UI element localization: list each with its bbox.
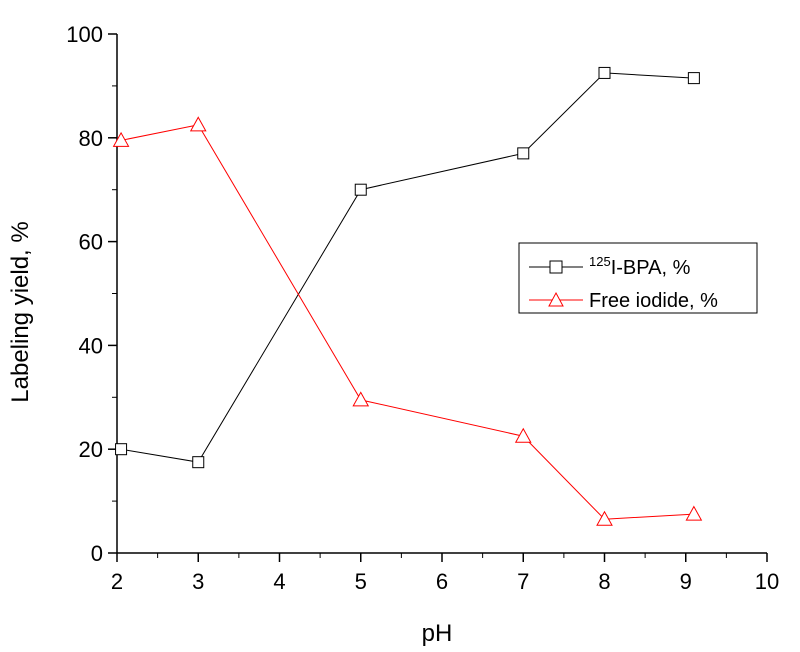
series-1-point (596, 510, 613, 526)
x-tick-label-7: 7 (517, 569, 529, 594)
y-tick-label-40: 40 (79, 333, 103, 358)
legend-label-bpa: 125I-BPA, % (589, 254, 691, 279)
series-0-point (192, 456, 205, 469)
series-1-point (112, 131, 130, 147)
y-tick-label-60: 60 (79, 230, 103, 255)
legend-marker-bpa (549, 260, 563, 274)
legend-label-bpa-rest: I-BPA, % (611, 257, 691, 279)
x-tick-label-6: 6 (436, 569, 448, 594)
legend-label-bpa-sup: 125 (589, 254, 611, 269)
legend: 125I-BPA, % Free iodide, % (518, 242, 758, 314)
x-tick-label-2: 2 (111, 569, 123, 594)
series-0-line (120, 72, 694, 463)
series-1-point (514, 427, 532, 443)
y-tick-label-80: 80 (79, 126, 103, 151)
x-tick-label-3: 3 (192, 569, 204, 594)
x-tick-label-5: 5 (355, 569, 367, 594)
series-1-point (685, 505, 703, 521)
y-axis-title: Labeling yield, % (7, 221, 34, 402)
series-layer (112, 66, 703, 526)
series-0-point (517, 147, 530, 160)
x-tick-label-4: 4 (273, 569, 285, 594)
legend-label-iodide: Free iodide, % (589, 290, 718, 312)
series-1 (112, 116, 703, 526)
series-1-point (352, 391, 370, 407)
x-tick-label-8: 8 (598, 569, 610, 594)
series-0-point (687, 72, 700, 85)
series-0 (115, 66, 700, 469)
series-0-point (115, 443, 128, 456)
y-tick-label-20: 20 (79, 437, 103, 462)
series-0-point (354, 183, 367, 196)
y-tick-label-100: 100 (66, 22, 103, 47)
x-axis-title: pH (422, 620, 453, 647)
y-tick-label-0: 0 (91, 541, 103, 566)
series-0-point (598, 66, 611, 79)
x-tick-label-10: 10 (755, 569, 779, 594)
series-1-line (120, 124, 694, 520)
series-1-point (189, 116, 207, 132)
x-tick-label-9: 9 (680, 569, 692, 594)
legend-marker-iodide (548, 291, 564, 307)
